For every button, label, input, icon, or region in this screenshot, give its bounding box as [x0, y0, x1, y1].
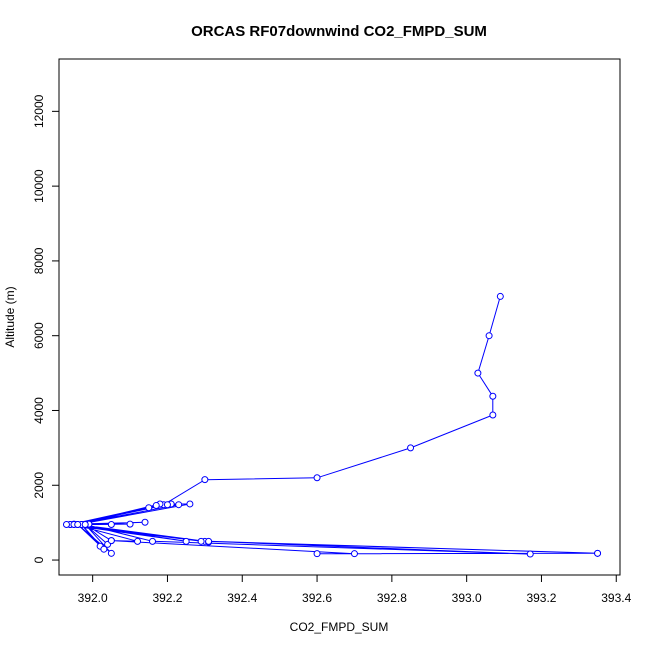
data-point: [149, 537, 156, 545]
data-point: [107, 549, 115, 557]
data-point: [594, 549, 602, 557]
data-point: [100, 545, 108, 553]
y-tick-label: 8000: [32, 247, 46, 274]
data-point: [145, 504, 153, 512]
data-point: [489, 411, 497, 419]
chart-title: ORCAS RF07downwind CO2_FMPD_SUM: [191, 23, 487, 40]
y-axis: 0 2000 4000 6000 8000 10000 12000: [32, 94, 60, 563]
data-point: [526, 550, 534, 558]
x-axis: 392.0 392.2 392.4 392.6 392.8 393.0 393.2 393.4: [78, 574, 632, 605]
data-point: [313, 550, 321, 558]
data-point: [201, 476, 209, 484]
data-point: [107, 537, 115, 545]
y-tick-label: 2000: [32, 472, 46, 499]
data-point: [107, 521, 115, 529]
x-tick-label: 392.0: [78, 591, 108, 605]
x-tick-label: 392.4: [227, 591, 257, 605]
data-point: [205, 537, 213, 545]
data-point: [485, 332, 493, 340]
data-point: [313, 474, 321, 482]
data-point: [407, 444, 415, 452]
data-point: [62, 521, 70, 529]
data-point: [489, 392, 497, 400]
data-point: [182, 537, 190, 545]
y-tick-label: 10000: [32, 169, 46, 203]
data-point: [163, 501, 171, 509]
x-axis-label: CO2_FMPD_SUM: [290, 620, 389, 634]
data-point: [474, 369, 482, 377]
x-tick-label: 392.6: [302, 591, 332, 605]
data-point: [81, 521, 89, 529]
series-line: [66, 296, 598, 555]
data-point: [350, 550, 358, 558]
y-tick-label: 4000: [32, 397, 46, 424]
data-point: [141, 518, 149, 526]
y-tick-label: 6000: [32, 322, 46, 349]
data-point: [74, 521, 82, 529]
x-tick-label: 393.4: [601, 591, 631, 605]
data-point: [197, 537, 205, 545]
x-tick-label: 393.2: [526, 591, 556, 605]
y-tick-label: 0: [32, 556, 46, 563]
data-point: [175, 501, 183, 509]
plot-area: [62, 292, 602, 558]
x-tick-label: 392.2: [152, 591, 182, 605]
data-point: [126, 520, 134, 528]
data-point: [496, 292, 504, 300]
x-tick-label: 392.8: [377, 591, 407, 605]
data-point: [186, 500, 194, 508]
x-tick-label: 393.0: [452, 591, 482, 605]
y-tick-label: 12000: [32, 94, 46, 128]
data-point: [152, 501, 160, 509]
plot-frame: [58, 58, 621, 576]
y-axis-label: Altitude (m): [3, 286, 17, 347]
data-point: [134, 537, 142, 545]
